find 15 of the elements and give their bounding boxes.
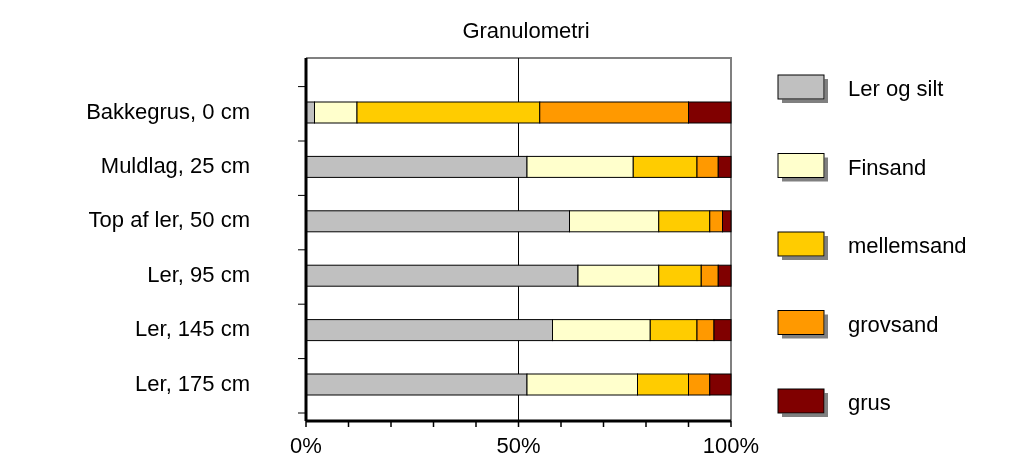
y-tick-label: Ler, 145 cm — [135, 316, 250, 342]
x-tick-label: 0% — [290, 433, 322, 458]
y-tick-label: Ler, 95 cm — [147, 261, 250, 287]
chart-title: Granulometri — [462, 18, 590, 43]
x-tick-label: 100% — [702, 433, 760, 458]
y-tick-label: Bakkegrus, 0 cm — [86, 98, 250, 124]
legend-label: grus — [848, 390, 891, 415]
legend-label: Finsand — [848, 154, 927, 180]
y-tick-label: Ler, 175 cm — [135, 370, 250, 396]
legend-label: Ler og silt — [848, 76, 944, 101]
y-tick-label: Top af ler, 50 cm — [88, 207, 250, 233]
y-tick-label: Muldlag, 25 cm — [100, 152, 250, 178]
x-tick-label: 50% — [496, 433, 541, 458]
legend-label: grovsand — [848, 311, 939, 337]
legend-label: mellemsand — [848, 233, 967, 258]
